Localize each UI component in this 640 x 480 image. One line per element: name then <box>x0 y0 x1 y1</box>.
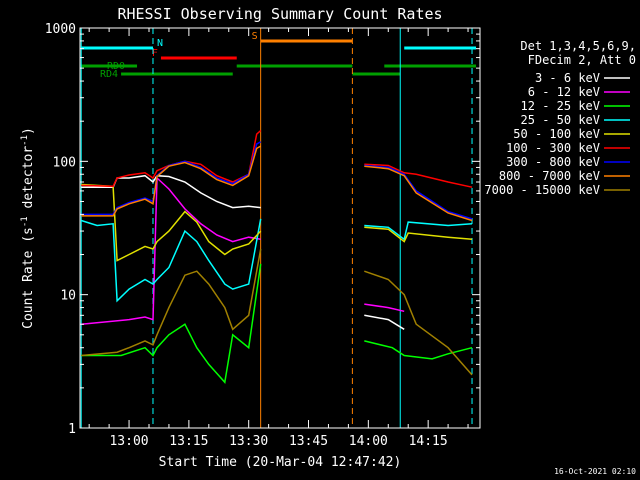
y-tick-label: 10 <box>60 289 76 304</box>
legend-label-7000-15000-kev: 7000 - 15000 keV <box>484 183 600 197</box>
series-line-25-50-kev <box>80 218 473 303</box>
legend-label-800-7000-kev: 800 - 7000 keV <box>499 169 600 183</box>
legend-label-300-800-kev: 300 - 800 keV <box>506 155 600 169</box>
legend-label-25-50-kev: 25 - 50 keV <box>521 113 600 127</box>
legend-label-100-300-kev: 100 - 300 keV <box>506 141 600 155</box>
x-tick-label: 13:15 <box>169 434 208 449</box>
plot-frame <box>79 27 481 429</box>
series-line-7000-15000-kev <box>81 248 473 376</box>
series-line-800-7000-kev <box>81 145 473 222</box>
legend-header-line-2: FDecim 2, Att 0 <box>528 53 636 67</box>
x-tick-label: 14:15 <box>409 434 448 449</box>
x-tick-label: 13:00 <box>109 434 148 449</box>
flag-label-n: N <box>157 38 163 49</box>
x-axis-label: Start Time (20-Mar-04 12:47:42) <box>159 455 402 470</box>
legend-label-12-25-kev: 12 - 25 keV <box>521 99 600 113</box>
flag-label-rd4: RD4 <box>100 69 118 80</box>
legend-label-6-12-kev: 6 - 12 keV <box>528 85 600 99</box>
legend: Det 1,3,4,5,6,9, FDecim 2, Att 0 3 - 6 k… <box>484 39 636 197</box>
series-line-6-12-kev <box>81 176 405 325</box>
flag-label-s: S <box>252 31 258 42</box>
x-tick-label: 13:45 <box>289 434 328 449</box>
y-tick-label: 100 <box>53 155 76 170</box>
flag-label-rd0: RD0 <box>107 61 125 72</box>
y-tick-label: 1 <box>68 422 76 437</box>
y-axis-label: Count Rate (s-1 detector-1) <box>20 127 36 329</box>
legend-label-3-6-kev: 3 - 6 keV <box>535 71 600 85</box>
chart-title: RHESSI Observing Summary Count Rates <box>117 5 442 23</box>
series-line-50-100-kev <box>81 183 473 262</box>
legend-label-50-100-kev: 50 - 100 keV <box>513 127 600 141</box>
flag-label-f: F <box>152 48 158 59</box>
x-tick-label: 14:00 <box>349 434 388 449</box>
legend-header-line-1: Det 1,3,4,5,6,9, <box>520 39 636 53</box>
footer-date: 16-Oct-2021 02:10 <box>554 467 636 476</box>
x-tick-label: 13:30 <box>229 434 268 449</box>
y-tick-label: 1000 <box>45 22 76 37</box>
